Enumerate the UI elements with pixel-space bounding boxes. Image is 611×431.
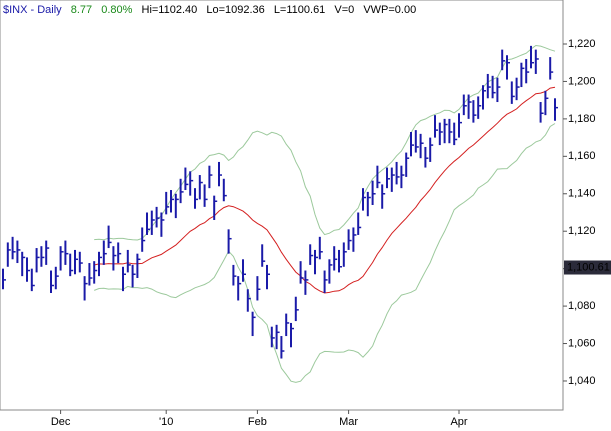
moving-average [94,86,556,294]
change-pct: 0.80% [101,4,132,16]
lower-band [94,123,556,383]
last-price-box [564,260,611,275]
high-label: Hi=1102.40 [142,4,198,16]
last-price-label: 1,100.61 [567,261,610,273]
x-tick-label: Apr [450,416,467,428]
y-tick-label: 1,160 [568,150,596,162]
chart-title: $INX - Daily [3,4,62,16]
y-tick-label: 1,200 [568,75,596,87]
vwap-label: VWP=0.00 [363,4,416,16]
x-tick-label: '10 [159,416,173,428]
last-label: L=1100.61 [274,4,326,16]
x-tick-label: Feb [248,416,267,428]
y-tick-label: 1,080 [568,300,596,312]
y-tick-label: 1,060 [568,337,596,349]
y-tick-label: 1,120 [568,225,596,237]
x-tick-label: Dec [51,416,71,428]
y-tick-label: 1,220 [568,38,596,50]
low-label: Lo=1092.36 [206,4,264,16]
y-tick-label: 1,140 [568,188,596,200]
x-tick-label: Mar [339,416,358,428]
y-tick-label: 1,180 [568,113,596,125]
chart-header: $INX - Daily 8.77 0.80% Hi=1102.40 Lo=10… [3,4,416,16]
y-tick-label: 1,040 [568,375,596,387]
volume-label: V=0 [334,4,354,16]
change: 8.77 [71,4,92,16]
